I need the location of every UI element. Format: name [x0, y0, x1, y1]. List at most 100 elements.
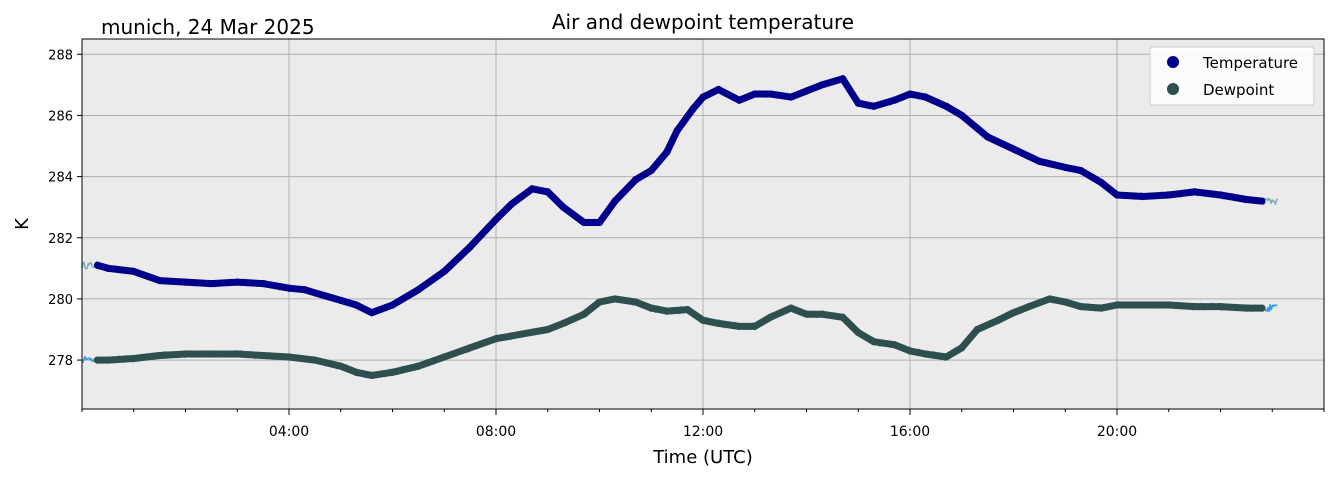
dewpoint-point — [559, 319, 567, 327]
dewpoint-point — [802, 310, 811, 318]
x-axis-label: Time (UTC) — [652, 447, 753, 468]
temperature-point — [751, 90, 759, 98]
dewpoint-point — [1258, 304, 1266, 312]
temperature-point — [839, 75, 847, 83]
dewpoint-point — [751, 322, 759, 331]
dewpoint-point — [466, 344, 474, 352]
temperature-point — [647, 166, 655, 175]
dewpoint-point — [839, 313, 847, 321]
dewpoint-point — [1191, 302, 1199, 311]
temperature-point — [595, 218, 604, 227]
x-tick-label: 12:00 — [683, 424, 723, 440]
dewpoint-point — [663, 307, 671, 315]
temperature-point — [544, 188, 552, 196]
temperature-point — [663, 148, 671, 156]
dewpoint-point — [735, 322, 743, 331]
temperature-point — [1035, 157, 1043, 165]
temperature-point — [466, 243, 474, 251]
temperature-point — [673, 127, 681, 135]
temperature-point — [766, 90, 774, 98]
dewpoint-point — [492, 335, 500, 343]
y-axis-ticks: 278 280 282 284 286 288 — [48, 48, 82, 369]
dewpoint-point — [311, 356, 319, 364]
dewpoint-point — [156, 351, 164, 360]
dewpoint-point — [906, 347, 914, 355]
temperature-point — [1077, 166, 1085, 175]
temperature-point — [890, 96, 899, 104]
dewpoint-point — [1139, 301, 1147, 309]
dewpoint-point — [440, 353, 448, 361]
temperature-point — [130, 267, 138, 275]
temperature-point — [259, 280, 267, 288]
dewpoint-point — [388, 368, 397, 376]
temperature-point — [699, 93, 707, 101]
temperature-point — [921, 93, 930, 101]
temperature-point — [104, 264, 112, 272]
dewpoint-point — [1165, 301, 1173, 309]
dewpoint-point — [259, 351, 267, 360]
dewpoint-point — [994, 316, 1002, 324]
temperature-point — [337, 296, 345, 305]
temperature-point — [984, 133, 992, 141]
temperature-point — [1242, 195, 1250, 204]
temperature-point — [528, 185, 536, 193]
temperature-point — [1139, 192, 1147, 201]
dewpoint-point — [181, 350, 190, 358]
legend-marker-dewpoint — [1167, 83, 1179, 95]
temperature-point — [492, 215, 500, 224]
temperature-point — [906, 90, 914, 98]
temperature-point — [93, 261, 102, 269]
dewpoint-point — [787, 304, 795, 312]
legend-entry-temperature: Temperature — [1202, 54, 1298, 72]
temperature-point — [507, 200, 516, 208]
dewpoint-point — [632, 298, 640, 306]
dewpoint-point — [647, 304, 655, 312]
dewpoint-point — [714, 319, 723, 327]
temperature-point — [735, 96, 743, 104]
dewpoint-point — [890, 341, 899, 349]
y-tick-label: 286 — [48, 109, 73, 124]
dewpoint-point — [414, 362, 422, 370]
dewpoint-point — [942, 353, 950, 361]
x-tick-label: 16:00 — [890, 424, 930, 440]
temperature-point — [233, 278, 241, 286]
legend: Temperature Dewpoint — [1149, 46, 1315, 106]
dewpoint-point — [93, 356, 102, 364]
dewpoint-point — [973, 325, 981, 334]
dewpoint-point — [368, 371, 376, 379]
legend-marker-temperature — [1167, 56, 1179, 68]
temperature-point — [1216, 191, 1225, 199]
temperature-point — [414, 286, 422, 294]
dewpoint-point — [104, 356, 112, 364]
dewpoint-point — [337, 362, 345, 370]
dewpoint-point — [854, 328, 862, 337]
temperature-point — [787, 93, 795, 101]
chart-title: Air and dewpoint temperature — [552, 10, 854, 34]
dewpoint-point — [595, 298, 604, 306]
temperature-point — [285, 284, 293, 292]
y-tick-label: 278 — [48, 354, 73, 369]
temperature-point — [1258, 197, 1266, 205]
temperature-point — [580, 218, 588, 227]
dewpoint-point — [544, 325, 552, 334]
temperature-point — [368, 309, 376, 317]
dewpoint-point — [518, 330, 526, 338]
dewpoint-point — [130, 354, 138, 363]
dewpoint-point — [1046, 295, 1054, 303]
dewpoint-point — [1009, 309, 1018, 317]
temperature-point — [854, 99, 862, 107]
series — [93, 75, 1266, 379]
dewpoint-point — [1097, 304, 1106, 312]
temperature-point — [611, 197, 619, 205]
dewpoint-point — [683, 306, 692, 314]
dewpoint-point — [870, 338, 878, 346]
y-axis-label: K — [12, 217, 33, 230]
temperature-point — [559, 203, 567, 211]
chart-subtitle: munich, 24 Mar 2025 — [101, 15, 315, 39]
temperature-point — [440, 267, 448, 275]
dewpoint-point — [233, 350, 241, 358]
temperature-point — [1061, 163, 1069, 172]
dewpoint-point — [921, 350, 930, 358]
dewpoint-point — [1025, 302, 1033, 311]
